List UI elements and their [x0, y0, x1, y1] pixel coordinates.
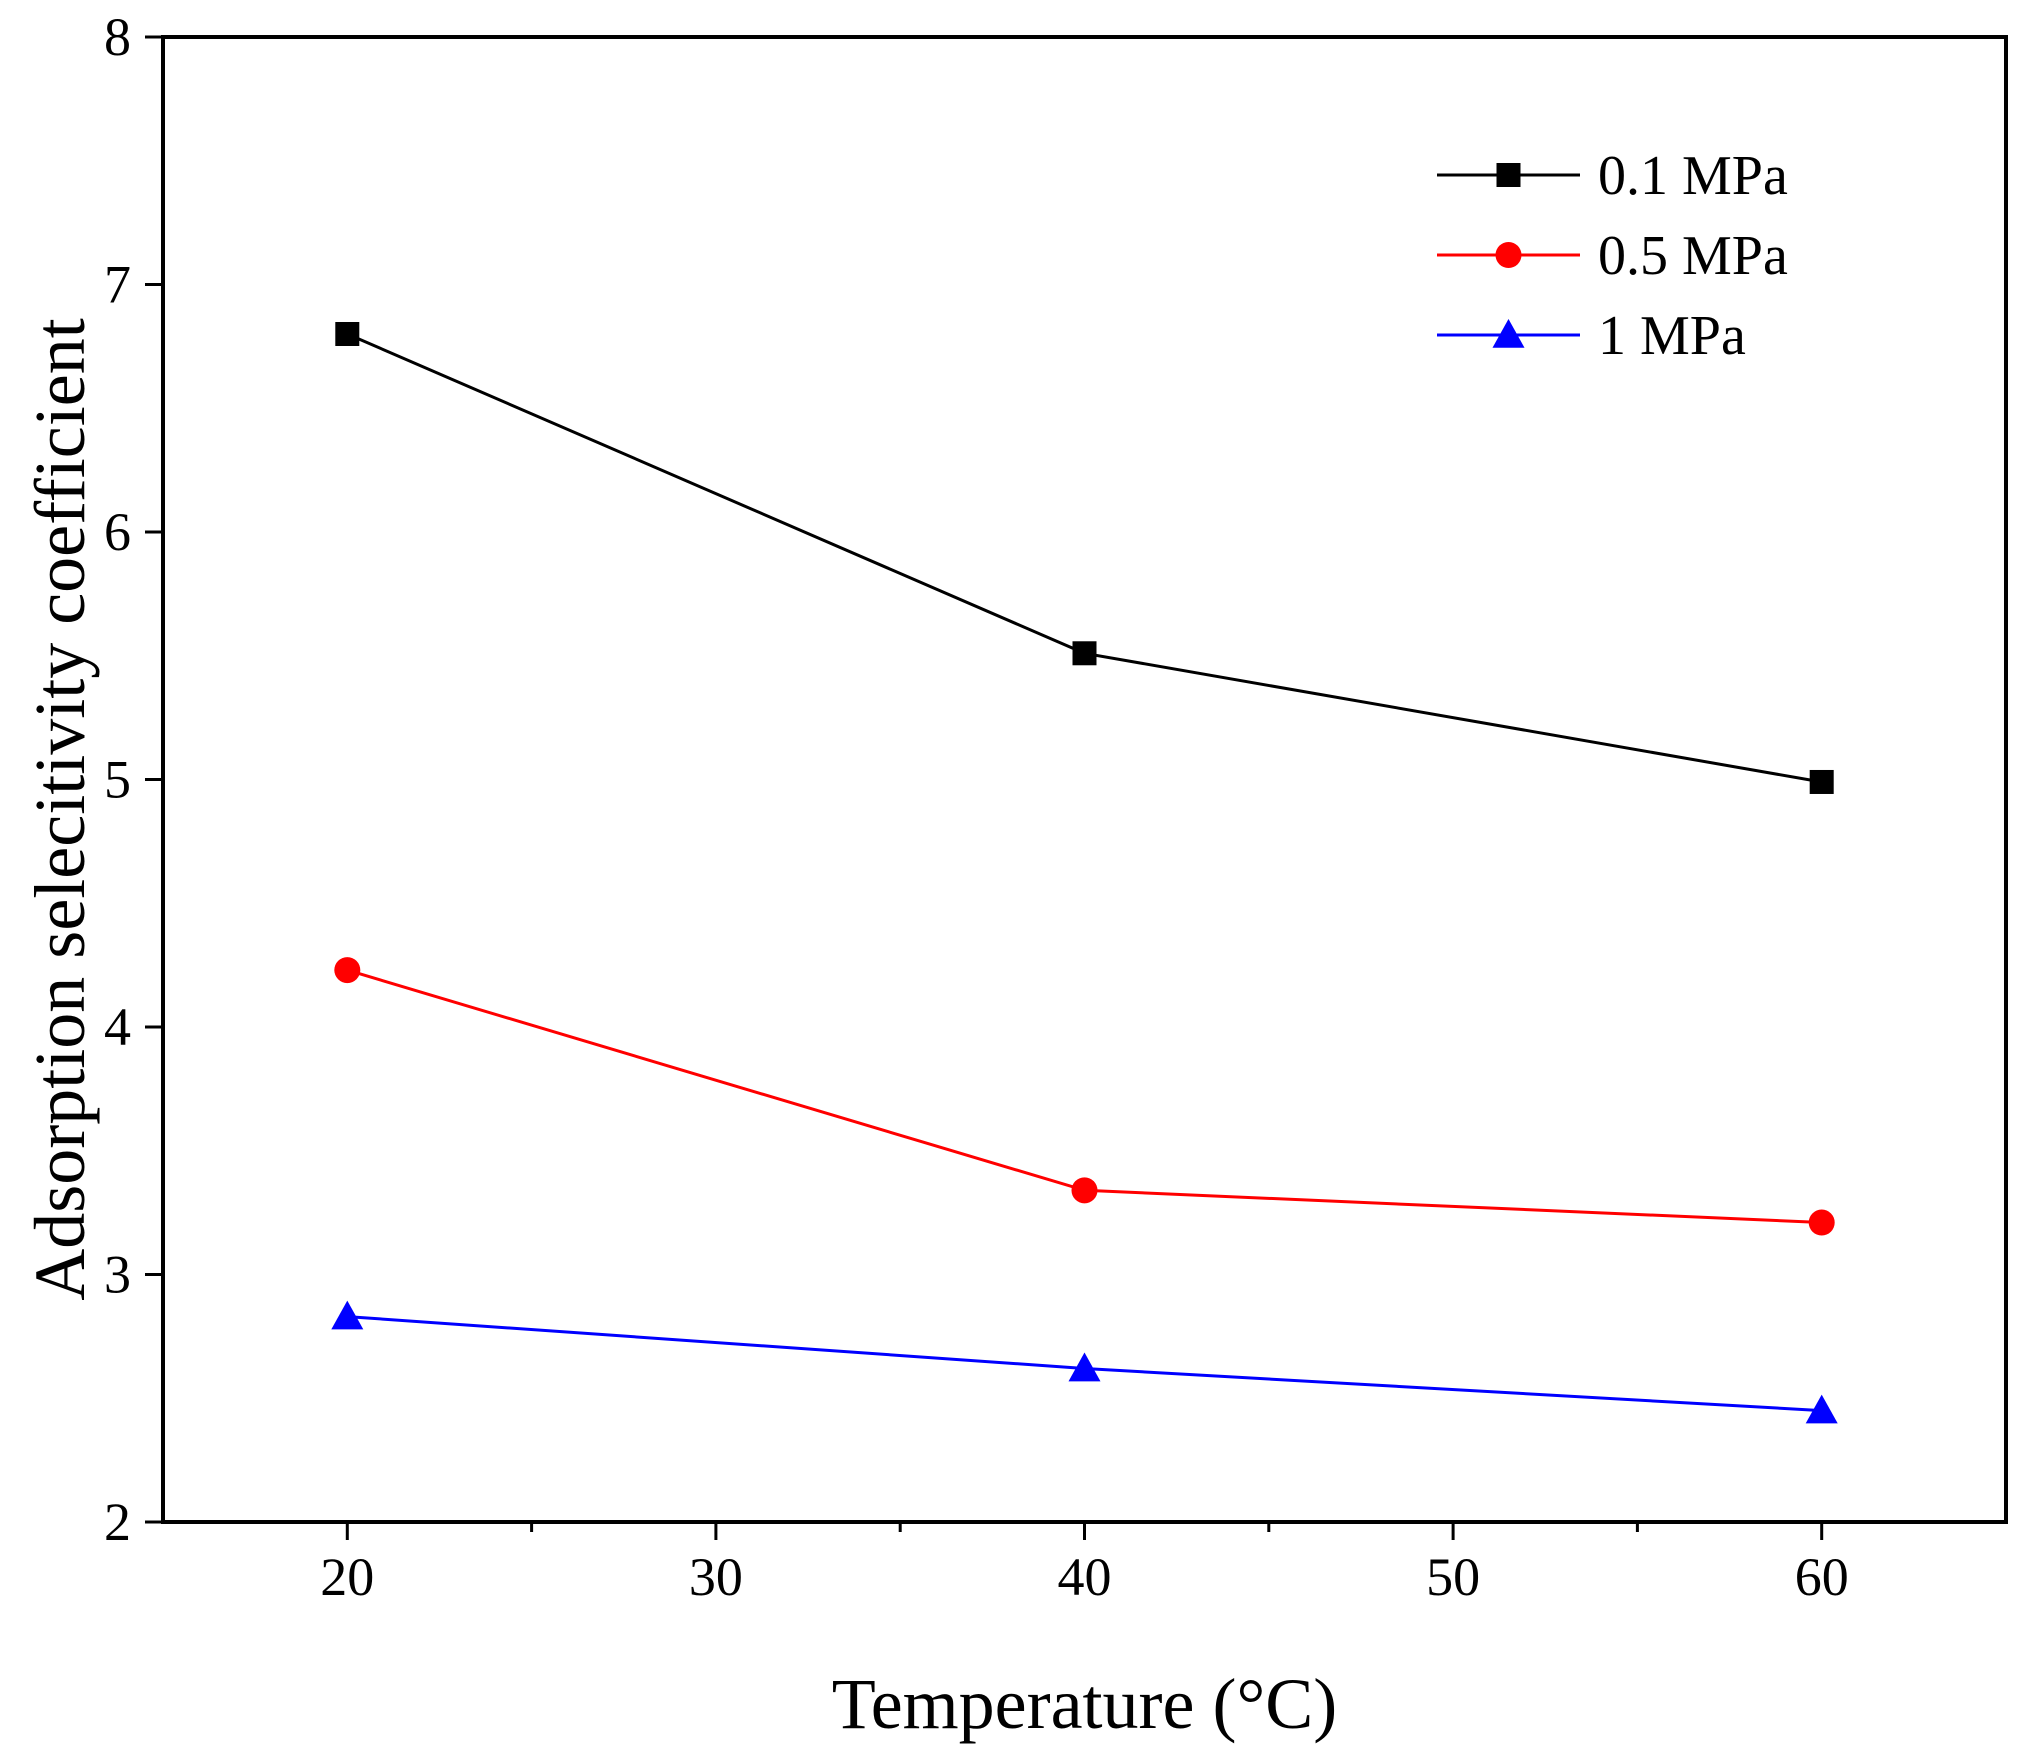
- legend: 0.1 MPa 0.5 MPa 1 MPa: [1437, 145, 1788, 367]
- y-tick-label: 5: [104, 750, 131, 810]
- legend-item: 0.1 MPa: [1437, 145, 1788, 207]
- legend-item: 1 MPa: [1437, 305, 1746, 367]
- y-axis-title: Adsorption selecitivity coefficient: [20, 318, 100, 1300]
- legend-marker: [1492, 319, 1525, 348]
- legend-item: 0.5 MPa: [1437, 225, 1788, 287]
- x-tick-label: 40: [1058, 1547, 1112, 1607]
- data-point: [1808, 1209, 1835, 1236]
- y-tick-label: 4: [104, 997, 131, 1057]
- legend-label: 0.5 MPa: [1598, 225, 1788, 287]
- legend-marker: [1495, 242, 1522, 268]
- series-1: [335, 322, 1834, 794]
- legend-label: 0.1 MPa: [1598, 145, 1788, 207]
- x-tick-label: 60: [1795, 1547, 1849, 1607]
- y-tick-label: 6: [104, 502, 131, 562]
- y-tick-label: 2: [104, 1492, 131, 1552]
- y-tick-label: 3: [104, 1245, 131, 1305]
- data-point: [1072, 641, 1097, 666]
- data-point: [1068, 1352, 1101, 1382]
- data-point: [331, 1300, 364, 1330]
- x-tick-label: 50: [1426, 1547, 1480, 1607]
- x-tick-label: 20: [320, 1547, 374, 1607]
- data-series: [331, 322, 1838, 1424]
- data-point: [334, 957, 361, 984]
- data-point: [1071, 1177, 1098, 1204]
- data-point: [1809, 769, 1834, 794]
- axis-ticks: 20 30 40 50 60 2 3 4 5 6 7 8: [104, 7, 1849, 1607]
- plot-area-frame: [161, 35, 2008, 1524]
- y-tick-label: 8: [104, 7, 131, 67]
- series-3: [331, 1300, 1838, 1424]
- data-point: [335, 322, 360, 346]
- legend-marker: [1496, 163, 1521, 187]
- y-tick-label: 7: [104, 255, 131, 315]
- x-axis-title: Temperature (°C): [832, 1664, 1338, 1744]
- series-2: [334, 957, 1835, 1236]
- data-point: [1805, 1394, 1838, 1424]
- x-tick-label: 30: [689, 1547, 743, 1607]
- legend-label: 1 MPa: [1598, 305, 1746, 367]
